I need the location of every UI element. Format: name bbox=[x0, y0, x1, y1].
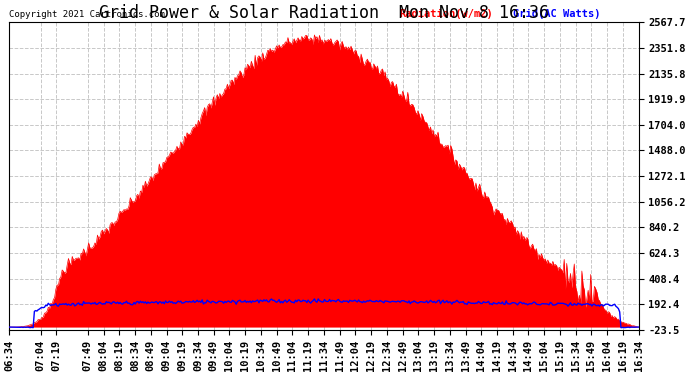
Text: Grid(AC Watts): Grid(AC Watts) bbox=[513, 9, 600, 19]
Title: Grid Power & Solar Radiation  Mon Nov 8 16:36: Grid Power & Solar Radiation Mon Nov 8 1… bbox=[99, 4, 549, 22]
Text: Copyright 2021 Cartronics.com: Copyright 2021 Cartronics.com bbox=[9, 10, 165, 19]
Text: Radiation(w/m2): Radiation(w/m2) bbox=[400, 9, 493, 19]
